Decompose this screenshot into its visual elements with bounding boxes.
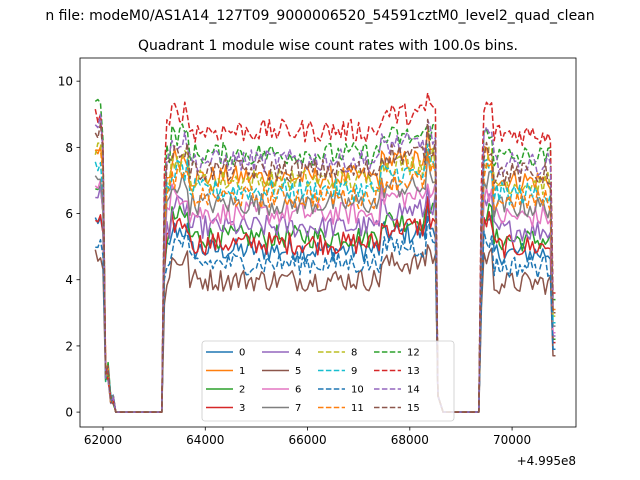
y-tick-label: 8: [65, 141, 73, 155]
series-line-10: [95, 214, 556, 413]
x-tick-label: 62000: [84, 433, 122, 447]
series-line-13: [94, 92, 556, 413]
legend-box: [201, 340, 455, 422]
legend-label-11: 11: [351, 403, 364, 414]
legend-label-0: 0: [239, 348, 245, 359]
legend-label-12: 12: [407, 348, 420, 359]
series-line-2: [95, 185, 556, 413]
series-line-5: [94, 244, 556, 413]
series-line-15: [94, 118, 556, 413]
x-tick-label: 68000: [391, 433, 429, 447]
x-tick-label: 70000: [493, 433, 531, 447]
y-tick-label: 10: [58, 75, 73, 89]
y-tick-label: 0: [65, 406, 73, 420]
series-line-7: [94, 152, 556, 413]
series-line-6: [94, 179, 556, 413]
legend-label-10: 10: [351, 385, 364, 396]
figure-suptitle: n file: modeM0/AS1A14_127T09_9000006520_…: [45, 8, 594, 24]
y-tick-label: 4: [65, 273, 73, 287]
legend-label-8: 8: [351, 348, 357, 359]
legend-label-4: 4: [295, 348, 301, 359]
x-tick-label: 66000: [288, 433, 326, 447]
chart-title: Quadrant 1 module wise count rates with …: [138, 38, 518, 54]
x-tick-label: 64000: [186, 433, 224, 447]
series-line-11: [95, 149, 556, 413]
x-offset-label: +4.995e8: [517, 454, 576, 468]
plot-frame: [79, 57, 577, 428]
legend-label-5: 5: [295, 366, 301, 377]
series-line-9: [94, 143, 556, 413]
legend-label-15: 15: [407, 403, 420, 414]
series-line-12: [94, 98, 556, 413]
legend-label-14: 14: [407, 385, 420, 396]
y-tick-label: 2: [65, 339, 73, 353]
legend-label-13: 13: [407, 366, 420, 377]
y-tick-label: 6: [65, 207, 73, 221]
legend-label-7: 7: [295, 403, 301, 414]
legend-label-3: 3: [239, 403, 245, 414]
legend-label-2: 2: [239, 385, 245, 396]
legend-label-9: 9: [351, 366, 357, 377]
legend-label-1: 1: [239, 366, 245, 377]
series-lines: [94, 92, 556, 413]
series-line-14: [94, 113, 556, 413]
series-line-3: [94, 196, 556, 413]
legend-label-6: 6: [295, 385, 301, 396]
